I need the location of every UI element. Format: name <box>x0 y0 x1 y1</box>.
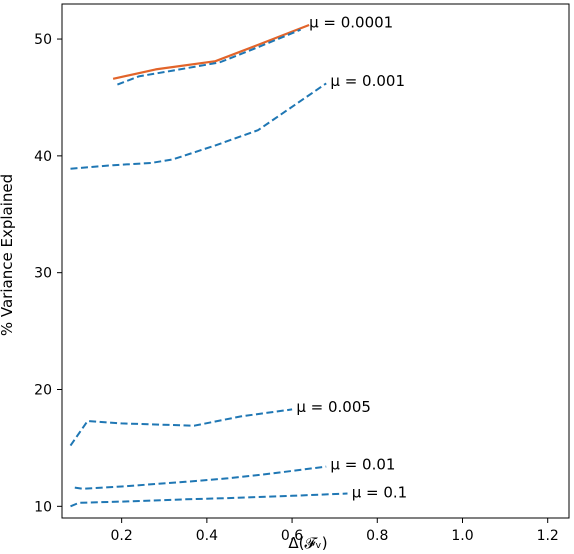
x-tick-label: 0.6 <box>281 528 303 544</box>
x-tick-label: 0.8 <box>366 528 388 544</box>
x-tick-label: 0.4 <box>196 528 218 544</box>
series-layer <box>69 23 348 508</box>
series-annotation: μ = 0.005 <box>296 398 371 416</box>
y-tick-label: 30 <box>34 266 52 282</box>
x-tick-label: 1.2 <box>537 528 559 544</box>
series-line <box>117 28 301 86</box>
y-tick-label: 20 <box>34 383 52 399</box>
plot-frame <box>61 3 570 519</box>
series-annotation: μ = 0.1 <box>352 483 408 501</box>
series-annotation: μ = 0.01 <box>330 455 395 473</box>
y-tick-label: 10 <box>34 499 52 515</box>
series-line <box>112 23 310 80</box>
x-tick-label: 0.2 <box>111 528 133 544</box>
series-line <box>70 492 348 508</box>
series-annotation: μ = 0.001 <box>330 72 405 90</box>
series-annotation: μ = 0.0001 <box>309 14 393 32</box>
tick-layer: 0.2 0.4 0.6 0.8 1.0 1.2 10 20 30 40 50 <box>34 32 559 544</box>
series-line <box>69 408 293 447</box>
x-axis-label: Δ(𝓕ᵥ) <box>288 534 327 552</box>
plot-border <box>61 3 570 519</box>
annotation-layer: μ = 0.0001 μ = 0.001 μ = 0.005 μ = 0.01 μ = … <box>296 14 407 502</box>
series-line <box>70 82 327 170</box>
series-line <box>74 465 327 490</box>
y-tick-label: 50 <box>34 32 52 48</box>
x-tick-label: 1.0 <box>451 528 473 544</box>
y-axis-label: % Variance Explained <box>0 174 16 336</box>
y-tick-label: 40 <box>34 149 52 165</box>
